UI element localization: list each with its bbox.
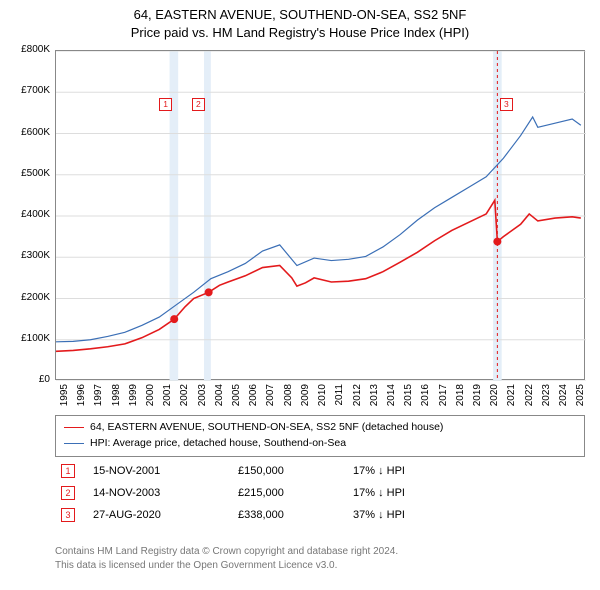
legend-item-series2: HPI: Average price, detached house, Sout…	[64, 436, 576, 452]
x-tick-label: 2011	[334, 384, 345, 414]
x-tick-label: 2023	[541, 384, 552, 414]
x-tick-label: 2006	[248, 384, 259, 414]
event-row-3: 3 27-AUG-2020 £338,000 37% ↓ HPI	[55, 504, 585, 526]
event-hpi-3: 37% ↓ HPI	[353, 509, 585, 521]
event-row-2: 2 14-NOV-2003 £215,000 17% ↓ HPI	[55, 482, 585, 504]
x-tick-label: 2020	[489, 384, 500, 414]
event-date-3: 27-AUG-2020	[93, 509, 238, 521]
y-tick-label: £700K	[5, 85, 50, 96]
x-tick-label: 2007	[265, 384, 276, 414]
x-tick-label: 1998	[111, 384, 122, 414]
y-tick-label: £800K	[5, 44, 50, 55]
footer-line1: Contains HM Land Registry data © Crown c…	[55, 545, 585, 559]
event-price-3: £338,000	[238, 509, 353, 521]
x-tick-label: 2022	[524, 384, 535, 414]
y-tick-label: £0	[5, 374, 50, 385]
event-marker-3: 3	[61, 508, 75, 522]
event-hpi-1: 17% ↓ HPI	[353, 465, 585, 477]
title-line2: Price paid vs. HM Land Registry's House …	[0, 24, 600, 42]
y-tick-label: £200K	[5, 292, 50, 303]
x-tick-label: 1999	[128, 384, 139, 414]
x-tick-label: 2009	[300, 384, 311, 414]
chart-marker-3: 3	[500, 98, 513, 111]
legend-label-2: HPI: Average price, detached house, Sout…	[90, 436, 346, 452]
x-tick-label: 2002	[179, 384, 190, 414]
x-tick-label: 2021	[506, 384, 517, 414]
x-tick-label: 2025	[575, 384, 586, 414]
x-tick-label: 2016	[420, 384, 431, 414]
x-tick-label: 2010	[317, 384, 328, 414]
event-price-2: £215,000	[238, 487, 353, 499]
event-date-2: 14-NOV-2003	[93, 487, 238, 499]
legend-item-series1: 64, EASTERN AVENUE, SOUTHEND-ON-SEA, SS2…	[64, 420, 576, 436]
events-table: 1 15-NOV-2001 £150,000 17% ↓ HPI 2 14-NO…	[55, 460, 585, 526]
x-tick-label: 2014	[386, 384, 397, 414]
event-hpi-2: 17% ↓ HPI	[353, 487, 585, 499]
title-line1: 64, EASTERN AVENUE, SOUTHEND-ON-SEA, SS2…	[0, 6, 600, 24]
footer-line2: This data is licensed under the Open Gov…	[55, 559, 585, 573]
footer: Contains HM Land Registry data © Crown c…	[55, 545, 585, 572]
x-tick-label: 2018	[455, 384, 466, 414]
event-row-1: 1 15-NOV-2001 £150,000 17% ↓ HPI	[55, 460, 585, 482]
figure: 64, EASTERN AVENUE, SOUTHEND-ON-SEA, SS2…	[0, 0, 600, 590]
x-tick-label: 1997	[93, 384, 104, 414]
y-tick-label: £400K	[5, 209, 50, 220]
event-date-1: 15-NOV-2001	[93, 465, 238, 477]
x-tick-label: 2008	[283, 384, 294, 414]
x-tick-label: 2017	[438, 384, 449, 414]
x-tick-label: 2024	[558, 384, 569, 414]
event-marker-1: 1	[61, 464, 75, 478]
x-tick-label: 2003	[197, 384, 208, 414]
legend-swatch-1	[64, 427, 84, 428]
y-tick-label: £500K	[5, 168, 50, 179]
event-marker-2: 2	[61, 486, 75, 500]
event-price-1: £150,000	[238, 465, 353, 477]
x-tick-label: 2013	[369, 384, 380, 414]
x-tick-label: 2012	[352, 384, 363, 414]
y-tick-label: £300K	[5, 250, 50, 261]
legend-swatch-2	[64, 443, 84, 444]
x-tick-label: 2004	[214, 384, 225, 414]
x-tick-label: 2001	[162, 384, 173, 414]
chart-marker-1: 1	[159, 98, 172, 111]
legend-label-1: 64, EASTERN AVENUE, SOUTHEND-ON-SEA, SS2…	[90, 420, 443, 436]
chart-area: 1 2 3	[55, 50, 585, 380]
chart-marker-2: 2	[192, 98, 205, 111]
legend: 64, EASTERN AVENUE, SOUTHEND-ON-SEA, SS2…	[55, 415, 585, 457]
y-tick-label: £600K	[5, 127, 50, 138]
x-tick-label: 2005	[231, 384, 242, 414]
x-tick-label: 2019	[472, 384, 483, 414]
x-tick-label: 1995	[59, 384, 70, 414]
title-block: 64, EASTERN AVENUE, SOUTHEND-ON-SEA, SS2…	[0, 0, 600, 41]
x-tick-label: 2015	[403, 384, 414, 414]
x-tick-label: 1996	[76, 384, 87, 414]
x-tick-label: 2000	[145, 384, 156, 414]
y-tick-label: £100K	[5, 333, 50, 344]
